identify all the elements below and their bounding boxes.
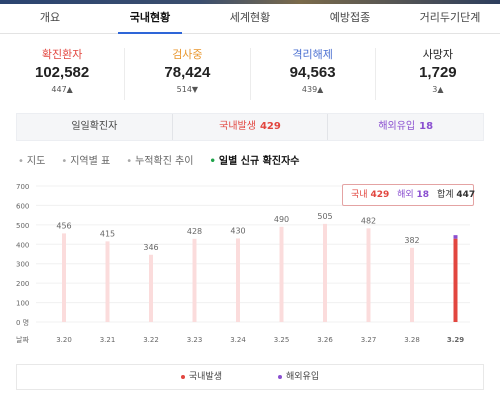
tab-vaccination[interactable]: 예방접종 — [329, 11, 371, 24]
subnav-map-label: 지도 — [26, 156, 46, 167]
bar — [279, 226, 284, 322]
y-tick-label: 700 — [16, 183, 29, 191]
tooltip-domestic-value: 429 — [370, 190, 390, 200]
daily-overseas-label: 해외유입 — [378, 121, 416, 132]
chart-tooltip: 국내 429 해외 18 합계 447 — [342, 184, 476, 206]
bar-value-label: 428 — [187, 227, 202, 236]
stat-testing: 검사중 78,424 514▼ — [125, 48, 251, 100]
tooltip-total-value: 447 — [456, 190, 476, 200]
daily-overseas-value: 18 — [419, 121, 434, 132]
bar — [105, 241, 110, 322]
stat-deaths-delta: 3▲ — [432, 85, 444, 94]
bar-overseas — [453, 235, 458, 239]
x-tick-label: 3.29 — [447, 336, 464, 344]
bar-domestic — [453, 238, 458, 322]
tooltip-overseas-value: 18 — [416, 190, 430, 200]
tooltip-total-label: 합계 — [436, 190, 454, 200]
stat-released-label: 격리해제 — [292, 48, 333, 61]
bullet-icon: • — [209, 156, 216, 167]
bar-value-label: 482 — [361, 216, 376, 225]
stats-summary: 확진환자 102,582 447▲ 검사중 78,424 514▼ 격리해제 9… — [0, 48, 500, 100]
y-tick-label: 200 — [16, 280, 29, 288]
chart-legend: 국내발생 해외유입 — [16, 364, 484, 390]
subnav-daily-new-label: 일별 신규 확진자수 — [218, 156, 300, 167]
tooltip-domestic-label: 국내 — [351, 190, 368, 200]
y-tick-label: 600 — [16, 202, 29, 210]
y-tick-label: 100 — [16, 300, 29, 308]
subnav-cumulative[interactable]: • 누적확진 추이 — [126, 152, 193, 168]
x-tick-label: 3.22 — [143, 336, 159, 344]
y-tick-label: 300 — [16, 261, 29, 269]
daily-domestic: 국내발생 429 — [173, 114, 329, 140]
legend-overseas[interactable]: 해외유입 — [278, 365, 319, 389]
x-tick-label: 3.28 — [404, 336, 420, 344]
stat-released: 격리해제 94,563 439▲ — [251, 48, 376, 100]
subnav-cumulative-label: 누적확진 추이 — [135, 156, 194, 167]
bar-value-label: 382 — [404, 236, 419, 245]
bullet-icon: • — [18, 156, 24, 167]
daily-domestic-value: 429 — [259, 121, 281, 132]
daily-cases-chart: 700 600 500 400 300 200 100 0 명날짜 456 3.20 415 3.21… — [16, 183, 470, 344]
tab-domestic[interactable]: 국내현황 — [100, 4, 200, 34]
bar — [149, 254, 153, 322]
tab-distancing[interactable]: 거리두기단계 — [419, 11, 481, 24]
top-banner-strip — [0, 0, 500, 4]
x-tick-label: 3.23 — [187, 336, 203, 344]
stat-confirmed: 확진환자 102,582 447▲ — [0, 48, 126, 100]
bar-value-label: 490 — [274, 215, 289, 224]
stat-deaths: 사망자 1,729 3▲ — [376, 48, 500, 100]
subnav-daily-new[interactable]: • 일별 신규 확진자수 — [210, 152, 300, 168]
daily-overseas: 해외유입 18 — [328, 114, 483, 140]
subnav-region-table-label: 지역별 표 — [70, 156, 111, 167]
subnav-map[interactable]: • 지도 — [18, 152, 45, 168]
bar — [236, 238, 240, 322]
x-tick-label: 3.20 — [56, 336, 72, 344]
bullet-icon: • — [126, 156, 133, 167]
legend-domestic-label: 국내발생 — [188, 372, 222, 382]
bar-value-label: 430 — [230, 226, 245, 235]
chart-subnav: • 지도 • 지역별 표 • 누적확진 추이 • 일별 신규 확진자수 — [18, 152, 299, 168]
x-tick-label: 3.24 — [230, 336, 246, 344]
bar — [366, 228, 371, 322]
x-tick-label: 3.21 — [100, 336, 116, 344]
stat-released-value: 94,563 — [289, 64, 336, 81]
bullet-icon: • — [61, 156, 68, 167]
bar-value-label: 505 — [317, 212, 332, 221]
stat-confirmed-value: 102,582 — [35, 64, 90, 81]
bar — [410, 247, 414, 322]
stat-testing-delta: 514▼ — [176, 85, 199, 94]
stat-deaths-label: 사망자 — [422, 48, 454, 61]
daily-confirmed-bar: 일일확진자 국내발생 429 해외유입 18 — [16, 113, 484, 141]
bar — [192, 238, 197, 322]
stat-deaths-value: 1,729 — [419, 64, 457, 81]
bar — [323, 223, 327, 322]
tooltip-overseas-label: 해외 — [397, 190, 414, 200]
tab-world[interactable]: 세계현황 — [229, 11, 271, 24]
subnav-region-table[interactable]: • 지역별 표 — [61, 152, 110, 168]
y-tick-label: 0 명 — [16, 318, 29, 327]
daily-confirmed-label: 일일확진자 — [17, 114, 173, 140]
stat-testing-value: 78,424 — [164, 64, 211, 81]
daily-domestic-label: 국내발생 — [219, 121, 256, 132]
x-tick-label: 3.27 — [361, 336, 377, 344]
stat-testing-label: 검사중 — [172, 48, 203, 61]
bar-value-label: 456 — [56, 221, 71, 230]
legend-overseas-label: 해외유입 — [286, 372, 320, 382]
x-tick-label: 3.26 — [317, 336, 333, 344]
stat-released-delta: 439▲ — [301, 85, 324, 94]
main-tabs: 개요 국내현황 세계현황 예방접종 거리두기단계 — [0, 4, 500, 34]
y-tick-label: 400 — [16, 241, 29, 249]
bar-value-label: 415 — [100, 229, 115, 238]
x-tick-label: 3.25 — [274, 336, 290, 344]
bar — [62, 233, 66, 322]
stat-confirmed-label: 확진환자 — [41, 48, 83, 61]
tab-overview[interactable]: 개요 — [39, 11, 61, 24]
stat-confirmed-delta: 447▲ — [51, 85, 73, 94]
legend-domestic-dot-icon — [180, 374, 185, 379]
legend-overseas-dot-icon — [278, 374, 282, 379]
x-axis-label: 날짜 — [16, 335, 29, 344]
bar-value-label: 346 — [143, 243, 158, 252]
legend-domestic[interactable]: 국내발생 — [180, 365, 222, 389]
y-tick-label: 500 — [16, 222, 29, 230]
